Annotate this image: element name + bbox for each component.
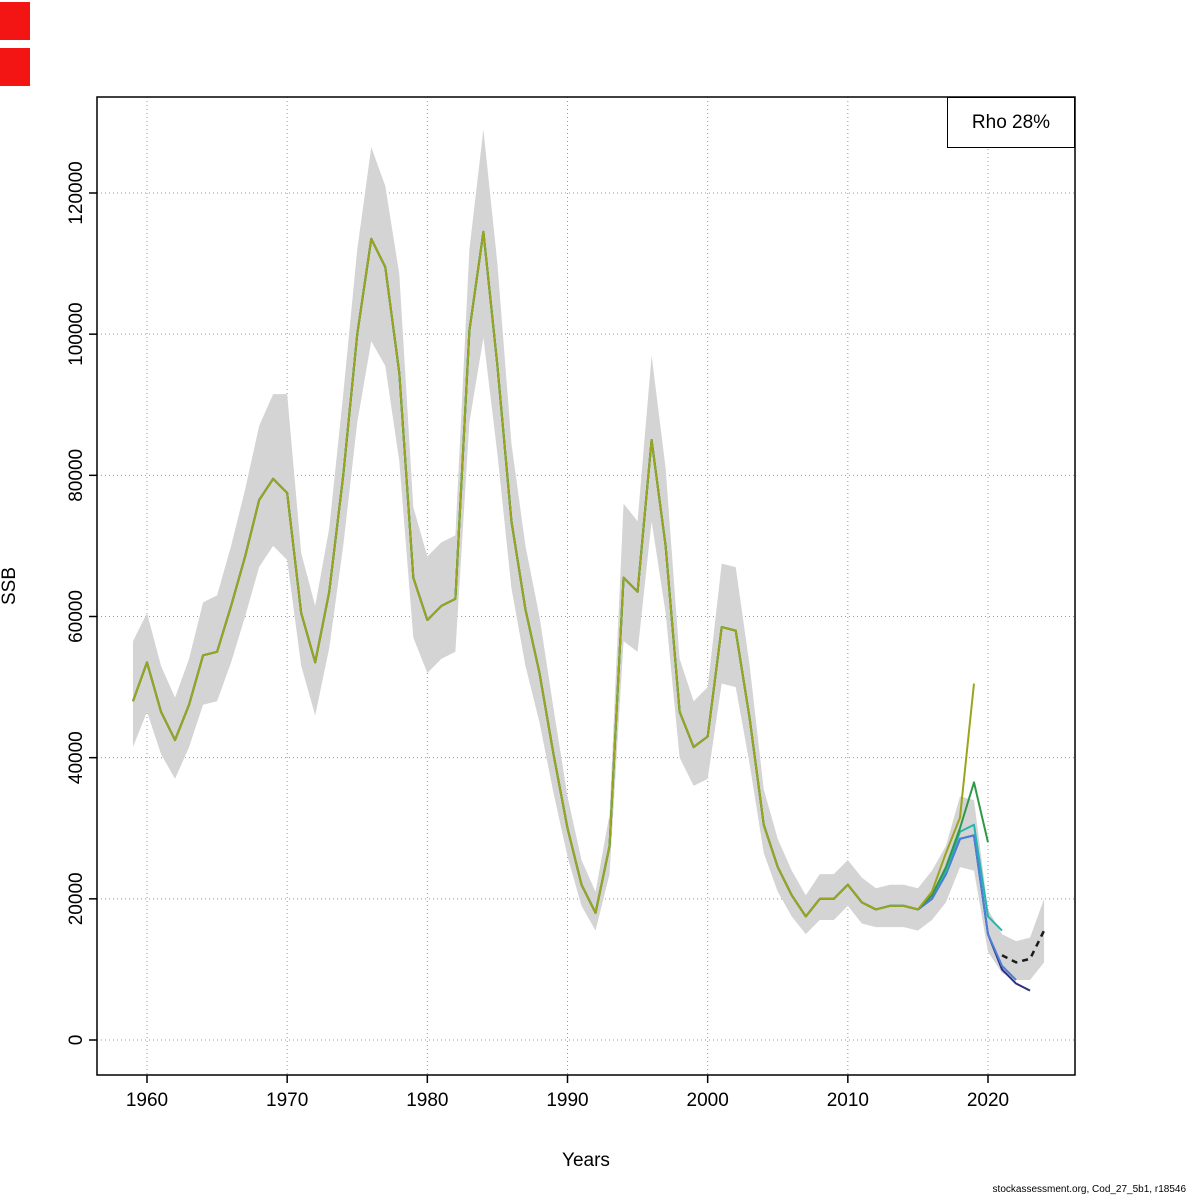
x-axis-title: Years [562,1150,610,1171]
footer-caption: stockassessment.org, Cod_27_5b1, r18546 [992,1184,1186,1195]
svg-text:2020: 2020 [967,1090,1009,1111]
svg-text:120000: 120000 [66,161,87,224]
svg-text:0: 0 [66,1035,87,1046]
svg-text:40000: 40000 [66,731,87,784]
rho-label: Rho 28% [971,111,1051,133]
red-marker-top [0,2,30,40]
svg-text:2000: 2000 [687,1090,729,1111]
svg-text:1960: 1960 [126,1090,168,1111]
svg-text:20000: 20000 [66,872,87,925]
svg-text:100000: 100000 [66,302,87,365]
y-axis-title: SSB [0,566,20,606]
rho-legend-box: Rho 28% [947,97,1075,148]
svg-text:1990: 1990 [546,1090,588,1111]
svg-text:1970: 1970 [266,1090,308,1111]
red-marker-bottom [0,48,30,86]
svg-text:2010: 2010 [827,1090,869,1111]
svg-text:80000: 80000 [66,449,87,502]
svg-text:1980: 1980 [406,1090,448,1111]
svg-text:60000: 60000 [66,590,87,643]
